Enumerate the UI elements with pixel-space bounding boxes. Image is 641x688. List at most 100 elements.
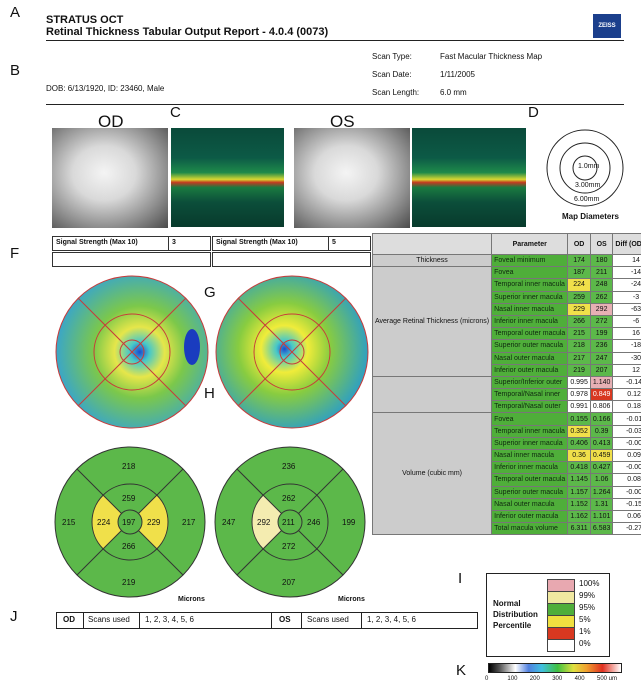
marker-a: A bbox=[10, 4, 21, 21]
legend-swatches: 100% 99% 95% 5% 1% 0% bbox=[547, 578, 605, 652]
os-fundus-image bbox=[294, 128, 410, 228]
map-diameters-caption: Map Diameters bbox=[562, 212, 619, 221]
row-od-value: 218 bbox=[567, 339, 591, 353]
row-parameter: Inferior outer macula bbox=[491, 509, 569, 524]
scans-div-4 bbox=[301, 613, 302, 628]
row-parameter: Superior outer macula bbox=[491, 339, 569, 353]
table-row: Superior outer macula 218 236 -18 bbox=[373, 339, 641, 353]
row-diff-value: 0.185 bbox=[612, 400, 641, 414]
scans-os-label: OS bbox=[279, 615, 291, 624]
section-rule bbox=[46, 104, 624, 105]
scans-od-caption: Scans used bbox=[88, 615, 130, 624]
row-os-value: 248 bbox=[589, 278, 614, 292]
row-od-value: 229 bbox=[567, 302, 591, 316]
od-inner-bottom: 266 bbox=[122, 542, 136, 551]
od-outer-right: 217 bbox=[182, 518, 196, 527]
scan-type-value: Fast Macular Thickness Map bbox=[440, 52, 543, 61]
row-diff-value: -24 bbox=[612, 278, 641, 292]
od-inner-top: 259 bbox=[122, 494, 136, 503]
scan-type-label: Scan Type: bbox=[372, 52, 412, 61]
os-inner-top: 262 bbox=[282, 494, 296, 503]
legend-title-3: Percentile bbox=[493, 621, 532, 630]
os-signal-divider bbox=[328, 237, 329, 250]
row-group-label: Thickness bbox=[371, 253, 493, 268]
report-brand: STRATUS OCT bbox=[46, 14, 124, 26]
row-os-value: 0.806 bbox=[589, 400, 614, 414]
os-thickness-map bbox=[215, 275, 369, 429]
row-os-value: 207 bbox=[589, 363, 614, 377]
legend-level: 100% bbox=[547, 578, 605, 592]
row-parameter: Total macula volume bbox=[491, 522, 569, 536]
row-od-value: 215 bbox=[567, 327, 591, 341]
os-signal-value: 5 bbox=[332, 239, 336, 246]
header-os: OS bbox=[589, 233, 614, 255]
row-diff-value: -30 bbox=[612, 351, 641, 365]
row-diff-value: -63 bbox=[612, 302, 641, 316]
od-outer-left: 215 bbox=[62, 518, 76, 527]
header-diff: Diff (OD-OS) bbox=[612, 233, 641, 255]
row-os-value: 1.31 bbox=[589, 497, 614, 511]
row-os-value: 262 bbox=[589, 290, 614, 304]
row-od-value: 0.991 bbox=[567, 400, 591, 414]
row-parameter: Nasal outer macula bbox=[491, 351, 569, 365]
row-od-value: 6.311 bbox=[567, 522, 591, 536]
legend-level-label: 100% bbox=[579, 579, 600, 588]
legend-level: 5% bbox=[547, 614, 605, 628]
row-od-value: 1.145 bbox=[567, 473, 591, 487]
row-diff-value: -18 bbox=[612, 339, 641, 353]
map-diameters-diagram bbox=[546, 129, 624, 207]
marker-f: F bbox=[10, 245, 20, 262]
row-parameter: Nasal inner macula bbox=[491, 302, 569, 316]
od-bscan-image bbox=[171, 128, 284, 227]
row-od-value: 0.155 bbox=[567, 412, 591, 426]
header-od: OD bbox=[567, 233, 591, 255]
os-outer-top: 236 bbox=[282, 462, 296, 471]
row-diff-value: -0.038 bbox=[612, 424, 641, 438]
row-od-value: 1.162 bbox=[567, 509, 591, 524]
row-parameter: Inferior inner macula bbox=[491, 461, 569, 475]
os-eye-label: OS bbox=[330, 112, 355, 131]
row-diff-value: -14 bbox=[612, 266, 641, 280]
row-group-label: Volume (cubic mm) bbox=[371, 412, 493, 536]
os-signal-box: Signal Strength (Max 10) 5 bbox=[212, 236, 371, 251]
od-signal-box: Signal Strength (Max 10) 3 bbox=[52, 236, 211, 251]
scan-date-value: 1/11/2005 bbox=[440, 70, 475, 79]
diameter-3mm: 3.00mm bbox=[575, 182, 601, 189]
scans-used-bar: OD Scans used 1, 2, 3, 4, 5, 6 OS Scans … bbox=[56, 612, 478, 629]
row-od-value: 174 bbox=[567, 253, 591, 268]
header-group-blank bbox=[371, 233, 493, 255]
legend-level-label: 5% bbox=[579, 615, 591, 624]
scans-os-caption: Scans used bbox=[307, 615, 349, 624]
parameter-table: Parameter OD OS Diff (OD-OS) ThicknessFo… bbox=[371, 233, 641, 536]
row-od-value: 0.352 bbox=[567, 424, 591, 438]
table-row: Nasal outer macula 217 247 -30 bbox=[373, 351, 641, 365]
od-signal-label: Signal Strength (Max 10) bbox=[56, 239, 138, 246]
row-od-value: 0.995 bbox=[567, 375, 591, 390]
header-parameter: Parameter bbox=[491, 233, 569, 255]
patient-info: DOB: 6/13/1920, ID: 23460, Male bbox=[46, 84, 165, 93]
row-diff-value: 0.099 bbox=[612, 448, 641, 463]
table-row: Thickness Foveal minimum 174 180 14 bbox=[371, 253, 641, 268]
row-diff-value: 0.085 bbox=[612, 473, 641, 487]
row-os-value: 0.39 bbox=[589, 424, 614, 438]
od-signal-blank bbox=[52, 252, 211, 267]
row-os-value: 0.413 bbox=[589, 436, 614, 451]
scans-od-label: OD bbox=[63, 615, 75, 624]
colorbar-tick-label: 500 um bbox=[597, 676, 618, 682]
colorbar-tick-label: 400 bbox=[574, 676, 585, 682]
colorbar-tick-label: 300 bbox=[552, 676, 563, 682]
scan-date-label: Scan Date: bbox=[372, 70, 412, 79]
row-od-value: 1.157 bbox=[567, 485, 591, 499]
row-od-value: 217 bbox=[567, 351, 591, 365]
od-eye-label: OD bbox=[98, 112, 124, 131]
colorbar-tick-label: 0 bbox=[485, 676, 489, 682]
row-diff-value: -0.158 bbox=[612, 497, 641, 511]
row-group-label bbox=[371, 375, 493, 414]
marker-h: H bbox=[204, 385, 215, 402]
